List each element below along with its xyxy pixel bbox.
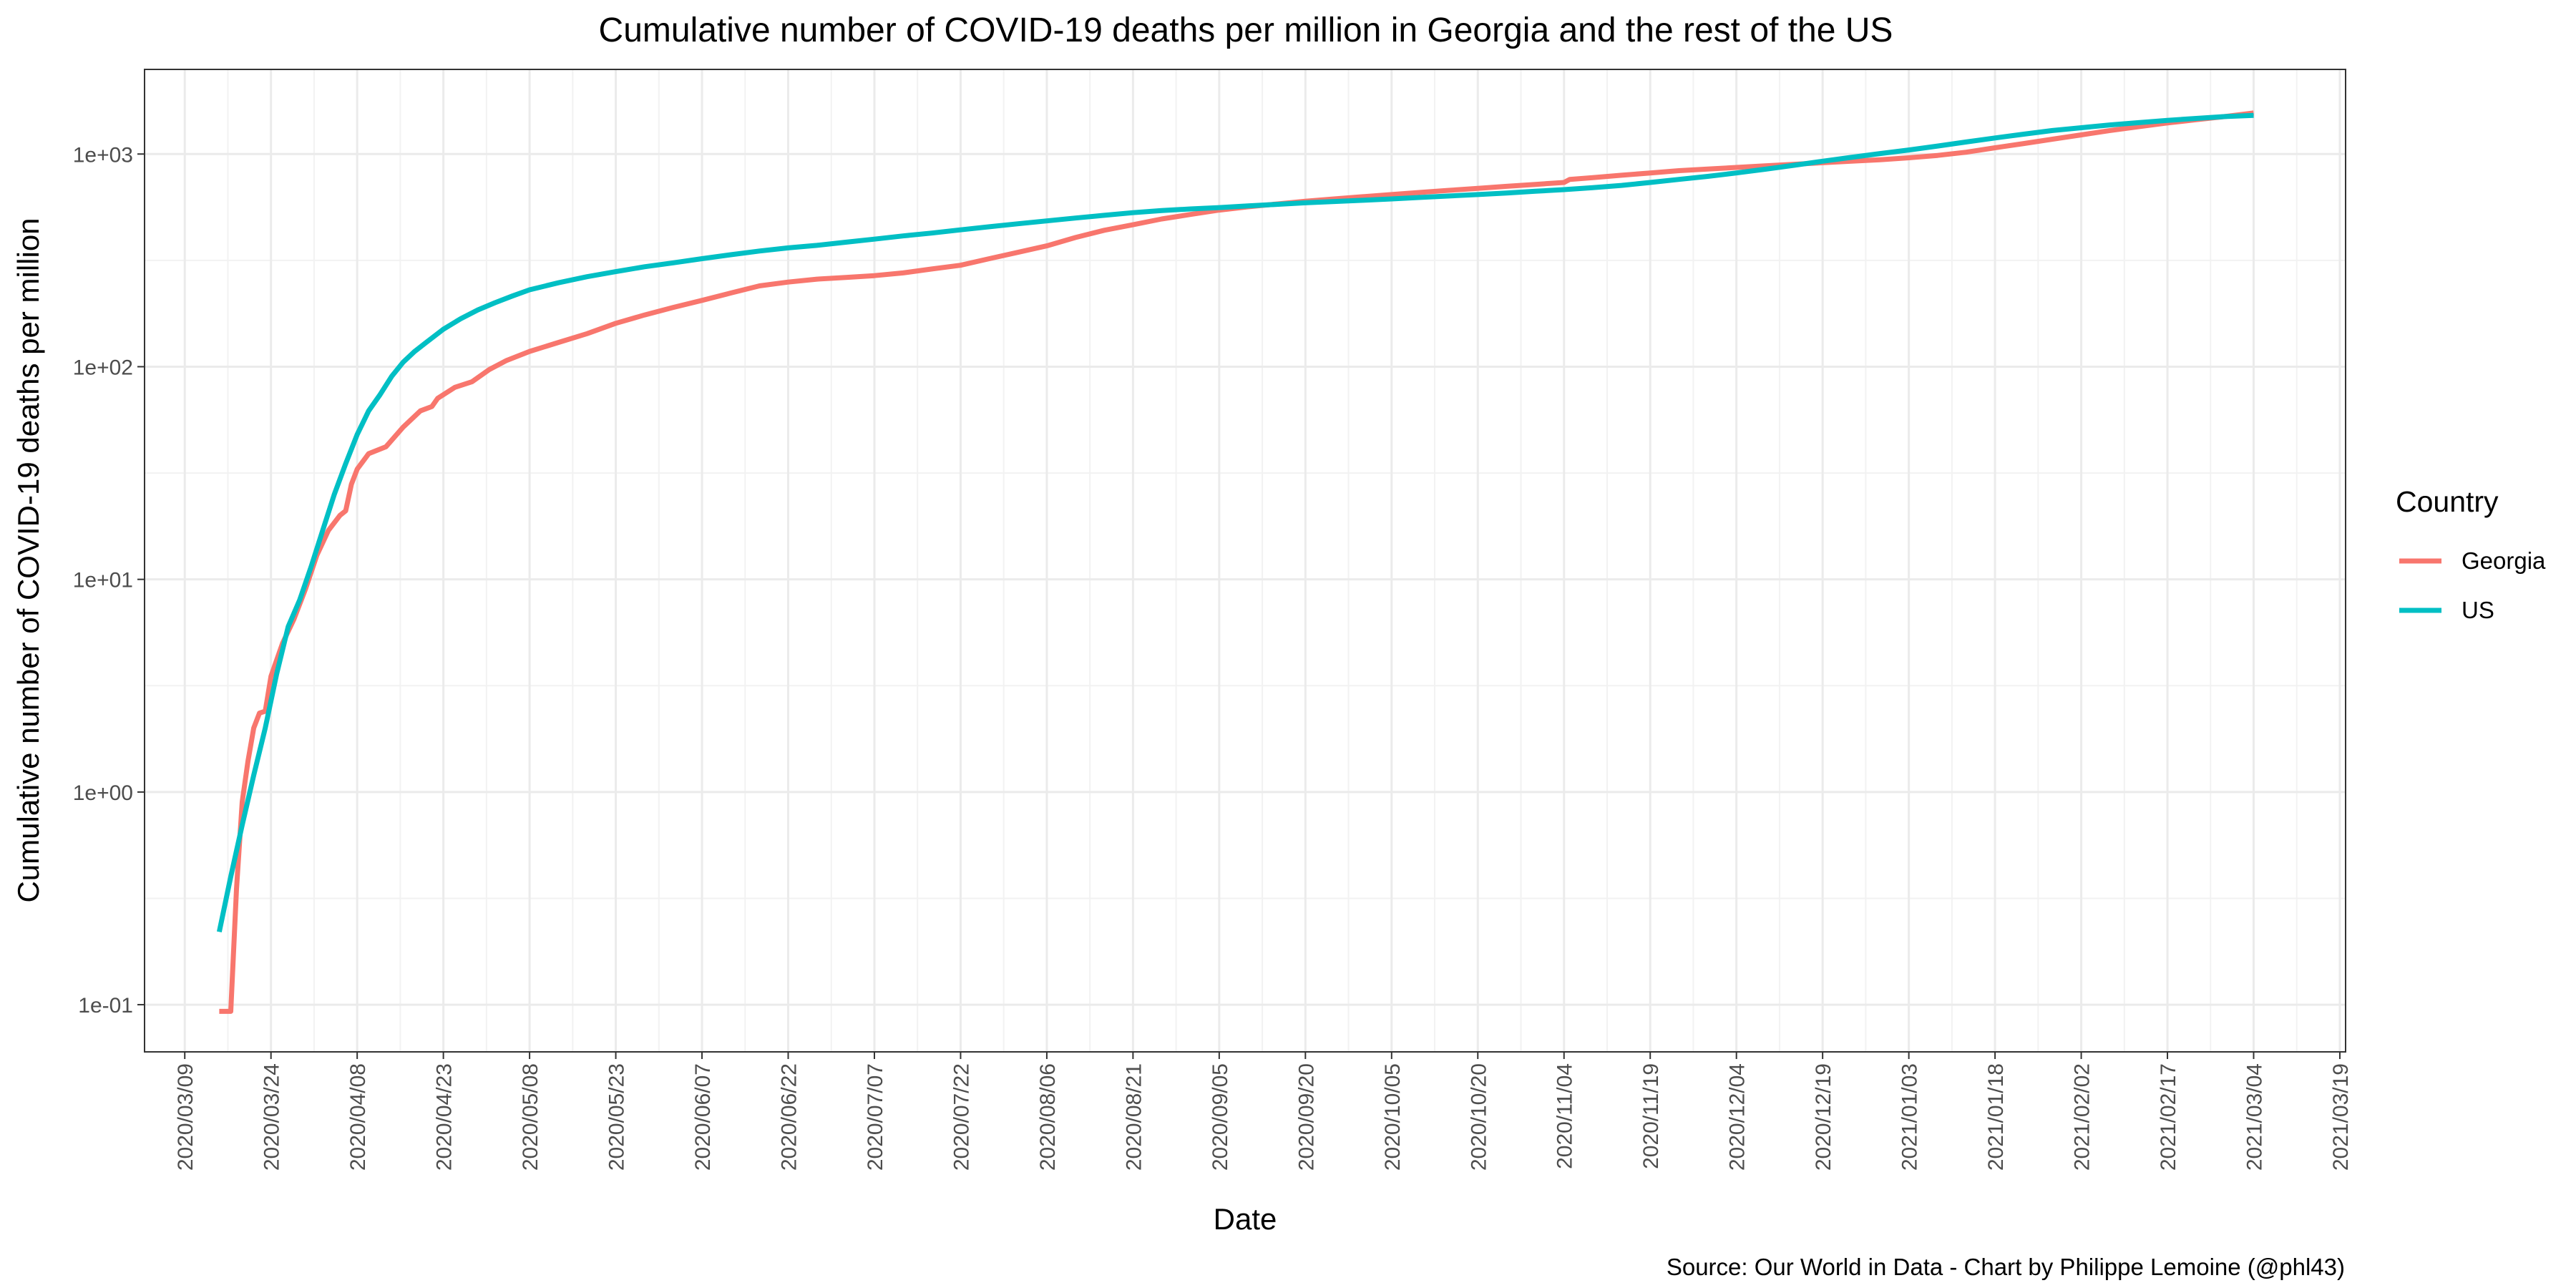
x-tick-label: 2020/10/05 bbox=[1381, 1063, 1405, 1171]
y-axis: 1e-01 1e+00 1e+01 1e+02 1e+03 bbox=[73, 143, 145, 1018]
plot-panel-border bbox=[144, 69, 2346, 1053]
x-tick-label: 2020/11/19 bbox=[1639, 1063, 1663, 1169]
y-tick-label: 1e+03 bbox=[73, 143, 133, 167]
x-tick-label: 2020/09/20 bbox=[1294, 1063, 1318, 1171]
x-tick-label: 2020/05/08 bbox=[519, 1063, 542, 1171]
x-tick-label: 2020/04/08 bbox=[346, 1063, 370, 1171]
x-tick-label: 2021/02/02 bbox=[2071, 1063, 2094, 1171]
x-tick-label: 2020/07/22 bbox=[950, 1063, 973, 1171]
series-line-us bbox=[216, 112, 2254, 933]
y-tick-label: 1e+02 bbox=[73, 356, 133, 379]
source-caption: Source: Our World in Data - Chart by Phi… bbox=[1667, 1254, 2345, 1280]
x-tick-label: 2020/06/22 bbox=[778, 1063, 801, 1171]
x-tick-label: 2020/03/09 bbox=[174, 1063, 197, 1171]
legend-title: Country bbox=[2396, 485, 2499, 518]
y-axis-title: Cumulative number of COVID-19 deaths per… bbox=[11, 218, 45, 902]
y-tick-label: 1e-01 bbox=[78, 994, 133, 1018]
x-axis: 2020/03/09 2020/03/24 2020/04/08 2020/04/23… bbox=[174, 1052, 2353, 1171]
x-tick-label: 2020/09/05 bbox=[1209, 1063, 1232, 1171]
x-tick-label: 2020/08/21 bbox=[1122, 1063, 1146, 1171]
x-tick-label: 2020/06/07 bbox=[691, 1063, 715, 1171]
series-line-georgia bbox=[219, 110, 2254, 1014]
y-tick-label: 1e+00 bbox=[73, 781, 133, 805]
x-tick-label: 2020/10/20 bbox=[1467, 1063, 1491, 1171]
legend-label-us: US bbox=[2462, 597, 2494, 623]
x-tick-label: 2021/02/17 bbox=[2157, 1063, 2180, 1171]
x-tick-label: 2020/12/19 bbox=[1812, 1063, 1835, 1171]
x-tick-label: 2021/01/18 bbox=[1984, 1063, 2008, 1171]
x-tick-label: 2020/05/23 bbox=[605, 1063, 629, 1171]
series-lines bbox=[216, 110, 2254, 1014]
grid bbox=[145, 69, 2346, 1052]
x-tick-label: 2021/03/04 bbox=[2243, 1063, 2266, 1171]
y-tick-label: 1e+01 bbox=[73, 569, 133, 592]
x-axis-title: Date bbox=[1214, 1202, 1277, 1236]
x-tick-label: 2020/04/23 bbox=[433, 1063, 457, 1171]
x-tick-label: 2020/07/07 bbox=[864, 1063, 887, 1171]
x-tick-label: 2020/08/06 bbox=[1036, 1063, 1060, 1171]
x-tick-label: 2020/11/04 bbox=[1553, 1063, 1577, 1169]
legend: Country Georgia US bbox=[2396, 485, 2546, 623]
x-tick-label: 2021/03/19 bbox=[2329, 1063, 2353, 1171]
x-tick-label: 2021/01/03 bbox=[1898, 1063, 1922, 1171]
x-tick-label: 2020/03/24 bbox=[260, 1063, 284, 1171]
chart-title: Cumulative number of COVID-19 deaths per… bbox=[599, 11, 1893, 49]
x-tick-label: 2020/12/04 bbox=[1726, 1063, 1750, 1171]
legend-label-georgia: Georgia bbox=[2462, 547, 2546, 574]
